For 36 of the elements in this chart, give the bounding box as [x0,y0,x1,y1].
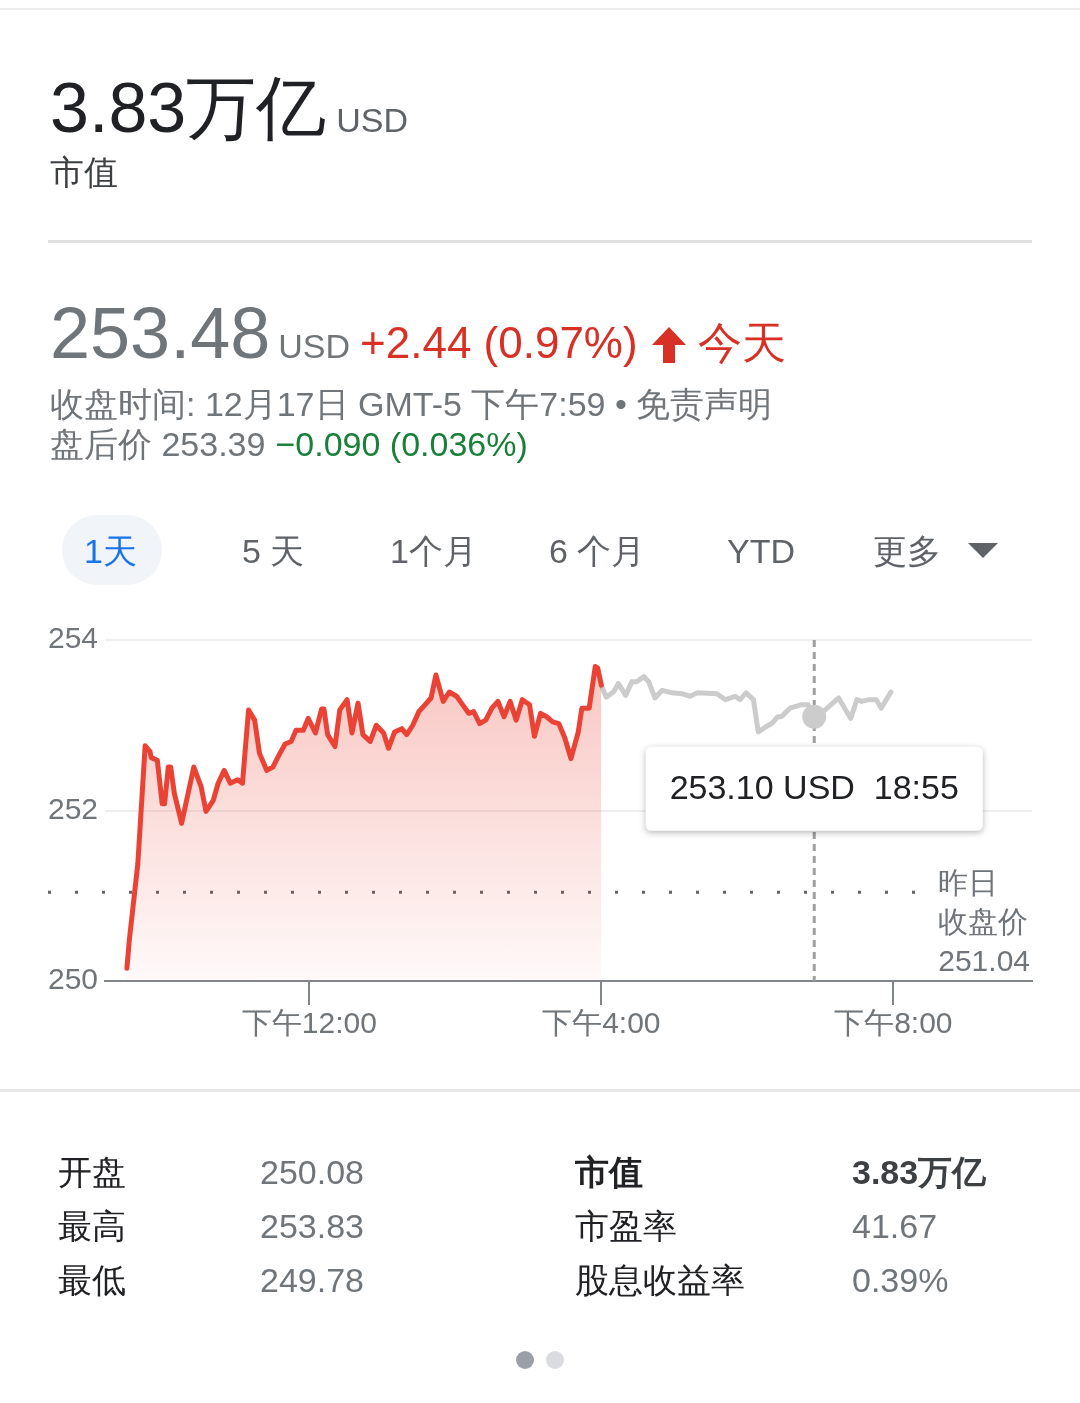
text: −0.090 (0.036%) [275,425,528,463]
text: 收盘时间: 12月17日 GMT-5 下午7:59 • 免责声明 [50,385,773,423]
annotation: 253.10 USD 18:55 [669,768,959,807]
y-tick-label: 254 [48,621,99,655]
text: 市值 [50,153,118,191]
text: YTD [727,532,795,570]
text: 253.48 [50,293,271,373]
text: 股息收益率 [575,1261,745,1299]
ref-line-label: 昨日收盘价 251.04 [938,865,1031,977]
text: 1天 [84,532,137,570]
text: 253.83 [260,1207,364,1245]
text: USD [278,327,351,365]
y-tick-label: 252 [48,791,99,825]
text: 今天 [697,318,786,367]
text: 更多 [873,532,941,570]
x-tick-label: 下午4:00 [542,1006,661,1040]
text: 1个月 [390,532,477,570]
text: 最高 [58,1207,126,1245]
text: 盘后价 253.39 [50,425,266,463]
text: 3.83万亿 [852,1153,987,1191]
text: 0.39% [852,1261,949,1299]
text: 41.67 [852,1207,938,1245]
text: 249.78 [260,1261,364,1299]
text: 6 个月 [549,532,646,570]
y-tick-label: 250 [48,962,99,996]
text: 250.08 [260,1153,364,1191]
text: 3.83万亿 [50,69,327,147]
text: 市值 [575,1153,643,1191]
text: USD [336,101,409,139]
text: 开盘 [58,1153,126,1191]
text: 市盈率 [575,1207,677,1245]
text: +2.44 (0.97%) [360,318,638,367]
text: 5 天 [242,532,305,570]
text: 最低 [58,1261,126,1299]
x-tick-label: 下午12:00 [241,1006,377,1040]
x-tick-label: 下午8:00 [834,1006,953,1040]
